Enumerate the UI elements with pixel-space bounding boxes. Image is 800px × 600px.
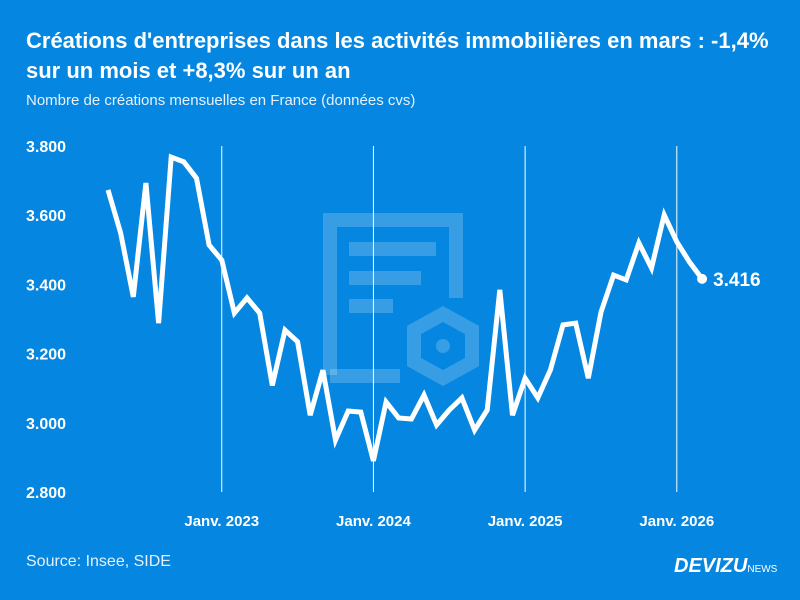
- data-point: [697, 273, 708, 284]
- y-tick-label: 2.800: [26, 485, 66, 502]
- x-tick-label: Janv. 2025: [488, 513, 563, 530]
- y-tick-label: 3.800: [26, 139, 66, 156]
- series-line: [105, 153, 705, 462]
- logo-suffix: NEWS: [747, 564, 778, 575]
- devizu-logo: DEVIZUNEWS: [674, 555, 777, 578]
- y-tick-label: 3.200: [26, 347, 66, 364]
- y-tick-label: 3.600: [26, 208, 66, 225]
- chart-title: Créations d'entreprises dans les activit…: [26, 28, 769, 83]
- logo-main: DEVIZU: [674, 555, 748, 577]
- x-tick-label: Janv. 2026: [639, 513, 714, 530]
- y-tick-label: 3.000: [26, 416, 66, 433]
- chart-subtitle: Nombre de créations mensuelles en France…: [26, 92, 416, 109]
- x-tick-label: Janv. 2024: [336, 513, 411, 530]
- last-value-label: 3.416: [713, 270, 761, 291]
- x-tick-label: Janv. 2023: [184, 513, 259, 530]
- watermark-document-icon: [323, 213, 479, 386]
- y-tick-label: 3.400: [26, 277, 66, 294]
- source-note: Source: Insee, SIDE: [26, 553, 171, 570]
